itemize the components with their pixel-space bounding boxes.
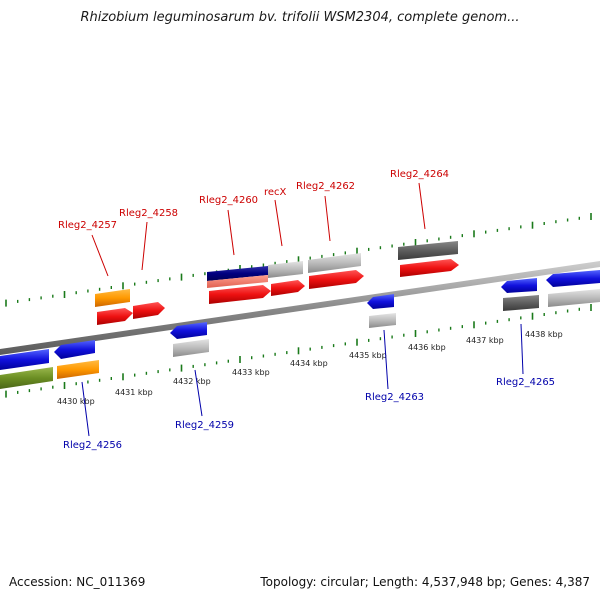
axis-label-4434: 4434 kbp: [290, 359, 328, 368]
axis-label-4431: 4431 kbp: [115, 388, 153, 397]
gene-label-rleg2-4262: Rleg2_4262: [296, 181, 355, 192]
axis-label-4432: 4432 kbp: [173, 377, 211, 386]
gene-label-recx: recX: [264, 187, 287, 198]
gene-label-rleg2-4265: Rleg2_4265: [496, 377, 555, 388]
cds-arrow-rleg2-4263[interactable]: [367, 294, 394, 309]
cds-arrow-rleg2-4260[interactable]: [209, 285, 271, 304]
cds-arrow-right-edge[interactable]: [546, 270, 600, 287]
axis-label-4437: 4437 kbp: [466, 336, 504, 345]
gene-label-rleg2-4259: Rleg2_4259: [175, 420, 234, 431]
forward-leader-lines: [91, 182, 426, 277]
gene-feature-olive[interactable]: [0, 367, 53, 389]
genome-info-text: Topology: circular; Length: 4,537,948 bp…: [260, 575, 590, 589]
cds-arrow-left-edge[interactable]: [0, 349, 49, 370]
gene-feature-gray-recx[interactable]: [268, 261, 303, 278]
gene-feature-orange-upper[interactable]: [95, 289, 130, 307]
gene-feature-gray-4259[interactable]: [173, 339, 209, 357]
cds-arrow-rleg2-4259[interactable]: [170, 322, 207, 339]
axis-label-4435: 4435 kbp: [349, 351, 387, 360]
gene-feature-darkgray-4264[interactable]: [398, 241, 458, 260]
gene-feature-navy[interactable]: [207, 266, 268, 281]
axis-label-4433: 4433 kbp: [232, 368, 270, 377]
axis-label-4438: 4438 kbp: [525, 330, 563, 339]
gene-feature-gray-4263[interactable]: [369, 313, 396, 328]
gene-feature-salmon[interactable]: [207, 275, 268, 288]
gene-label-rleg2-4257: Rleg2_4257: [58, 220, 117, 231]
lower-tick-track: [5, 304, 592, 398]
map-title: Rhizobium leguminosarum bv. trifolii WSM…: [80, 10, 520, 25]
gene-label-rleg2-4260: Rleg2_4260: [199, 195, 258, 206]
gene-feature-gray-right-edge[interactable]: [548, 289, 600, 307]
axis-label-4436: 4436 kbp: [408, 343, 446, 352]
cds-arrow-rleg2-4257[interactable]: [97, 308, 133, 325]
genome-backbone: [0, 261, 600, 355]
gene-feature-darkgray-4265[interactable]: [503, 295, 539, 311]
cds-arrow-rleg2-4258[interactable]: [133, 302, 165, 319]
cds-arrow-rleg2-4262[interactable]: [309, 270, 364, 289]
gene-label-rleg2-4256: Rleg2_4256: [63, 440, 122, 451]
accession-text: Accession: NC_011369: [9, 575, 146, 589]
gene-feature-orange-lower[interactable]: [57, 360, 99, 379]
gene-feature-gray-4262[interactable]: [308, 253, 361, 273]
axis-label-4430: 4430 kbp: [57, 397, 95, 406]
reverse-leader-lines: [81, 323, 524, 437]
gene-label-rleg2-4264: Rleg2_4264: [390, 169, 449, 180]
cds-arrow-rleg2-4264[interactable]: [400, 259, 459, 277]
gene-label-rleg2-4258: Rleg2_4258: [119, 208, 178, 219]
cds-arrow-recx[interactable]: [271, 280, 305, 296]
upper-tick-track: [5, 213, 592, 307]
cds-arrow-rleg2-4265[interactable]: [501, 278, 537, 293]
cds-arrow-rleg2-4256[interactable]: [54, 340, 95, 359]
gene-label-rleg2-4263: Rleg2_4263: [365, 392, 424, 403]
